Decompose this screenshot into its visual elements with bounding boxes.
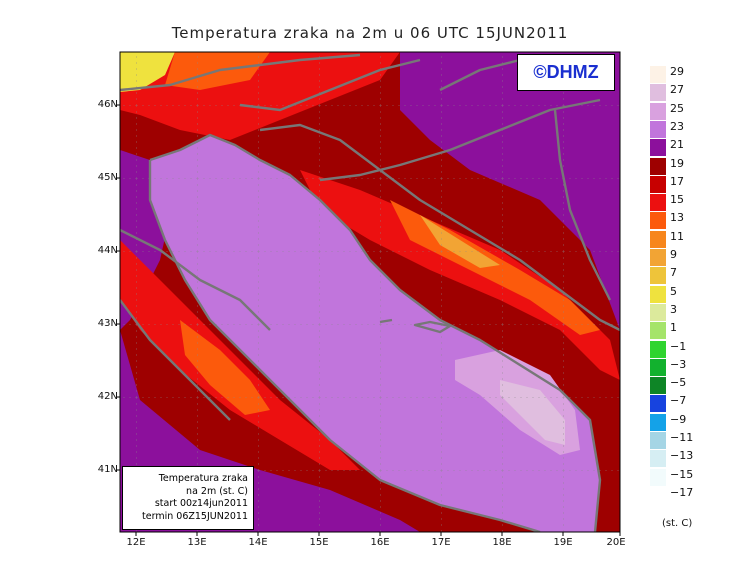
legend-swatch [650,194,666,212]
legend-swatch [650,175,666,193]
legend-swatch [650,230,666,248]
legend-swatch [650,212,666,230]
legend-swatch [650,102,666,120]
legend-label: −7 [670,394,687,408]
legend-label: 17 [670,174,684,188]
legend-swatch [650,377,666,395]
map-title: Temperatura zraka na 2m u 06 UTC 15JUN20… [171,24,569,42]
lat-tick-label: 46N [97,99,118,110]
legend-swatch [650,432,666,449]
legend-swatch [650,450,666,468]
dhmz-copyright-badge: ©DHMZ [517,54,615,91]
lat-tick-label: 43N [97,318,118,329]
legend-units: (st. C) [662,518,693,529]
legend-label: 3 [670,302,677,316]
legend-label: −17 [670,485,694,499]
coastlines [120,53,620,532]
lat-tick-label: 44N [97,245,118,256]
legend-label: 13 [670,211,684,225]
legend-swatch [650,267,666,285]
info-line: na 2m (st. C) [186,485,248,497]
lat-tick-label: 42N [97,391,118,402]
legend-label: 11 [670,229,684,243]
legend-label: −9 [670,412,687,426]
legend-swatch [650,303,666,321]
legend-label: −1 [670,339,687,353]
lon-tick-label: 12E [126,537,146,548]
legend-label: 29 [670,65,684,78]
legend-label: −3 [670,357,687,371]
lon-tick-label: 16E [370,537,390,548]
info-line: termin 06Z15JUN2011 [142,510,248,522]
legend-swatch [650,322,666,340]
lon-tick-label: 14E [248,537,268,548]
legend-label: 23 [670,119,684,133]
legend-swatch [650,120,666,138]
legend-swatch [650,468,666,486]
lon-tick-label: 17E [431,537,451,548]
legend-label: 1 [670,321,677,335]
lat-tick-label: 41N [97,464,118,475]
legend-label: 15 [670,193,684,207]
legend-swatch [650,66,666,83]
legend-label: 25 [670,101,684,115]
lon-tick-label: 20E [606,537,626,548]
legend-swatch [650,249,666,266]
lon-tick-label: 13E [187,537,207,548]
lon-tick-label: 19E [553,537,573,548]
legend-swatch [650,358,666,376]
legend-label: −5 [670,376,687,390]
legend-swatch [650,340,666,358]
legend-label: 7 [670,266,677,280]
legend-swatch [650,413,666,431]
plot-frame [119,51,621,533]
legend-swatch [650,395,666,413]
legend-label: −11 [670,431,694,444]
legend-label: −13 [670,449,694,463]
legend-swatch [650,84,666,102]
legend-swatch [650,285,666,303]
legend-label: 19 [670,156,684,170]
lat-tick-label: 45N [97,172,118,183]
info-line: Temperatura zraka [158,473,248,484]
info-line: start 00z14jun2011 [154,498,248,509]
info-box: Temperatura zraka na 2m (st. C) start 00… [122,466,254,530]
legend-label: 21 [670,138,684,152]
legend-swatch [650,139,666,157]
legend-label: −15 [670,467,694,481]
lon-tick-label: 15E [309,537,329,548]
legend-label: 5 [670,284,677,298]
legend-swatch [650,157,666,175]
legend-label: 9 [670,248,677,261]
legend-label: 27 [670,83,684,97]
lon-tick-label: 18E [492,537,512,548]
